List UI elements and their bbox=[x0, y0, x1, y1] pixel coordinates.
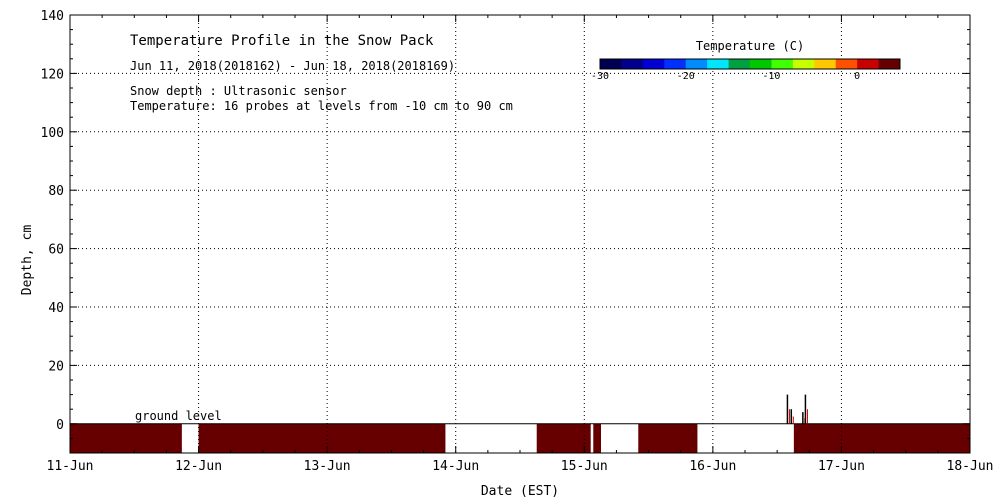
colorbar-swatch bbox=[771, 59, 794, 69]
colorbar-swatch bbox=[642, 59, 665, 69]
colorbar-swatch bbox=[878, 59, 901, 69]
colorbar-swatch bbox=[685, 59, 708, 69]
colorbar-tick-label: 0 bbox=[854, 71, 860, 82]
x-axis-label: Date (EST) bbox=[481, 484, 559, 499]
soil-band-5 bbox=[793, 423, 970, 453]
colorbar-swatch bbox=[814, 59, 837, 69]
soil-band-1 bbox=[198, 423, 446, 453]
y-tick-label: 60 bbox=[48, 243, 64, 258]
y-tick-label: 140 bbox=[41, 9, 64, 24]
x-tick-label: 14-Jun bbox=[432, 459, 479, 474]
y-tick-label: 100 bbox=[41, 126, 64, 141]
note-snow-depth: Snow depth : Ultrasonic sensor bbox=[130, 84, 347, 98]
colorbar-swatch bbox=[707, 59, 730, 69]
colorbar-tick-label: -30 bbox=[591, 71, 609, 82]
colorbar-swatch bbox=[600, 59, 622, 69]
soil-band-0 bbox=[70, 423, 182, 453]
x-tick-label: 13-Jun bbox=[304, 459, 351, 474]
soil-band-4 bbox=[638, 423, 698, 453]
colorbar-swatch bbox=[792, 59, 815, 69]
soil-band-3 bbox=[593, 423, 601, 453]
x-tick-label: 18-Jun bbox=[947, 459, 994, 474]
y-tick-label: 40 bbox=[48, 301, 64, 316]
chart-title: Temperature Profile in the Snow Pack bbox=[130, 33, 434, 49]
chart-subtitle: Jun 11, 2018(2018162) - Jun 18, 2018(201… bbox=[130, 59, 455, 73]
y-tick-label: 120 bbox=[41, 67, 64, 82]
soil-band-2 bbox=[536, 423, 591, 453]
colorbar-frame bbox=[599, 58, 901, 70]
colorbar-title: Temperature (C) bbox=[696, 39, 804, 53]
x-tick-label: 11-Jun bbox=[47, 459, 94, 474]
y-tick-label: 80 bbox=[48, 184, 64, 199]
y-axis-label: Depth, cm bbox=[20, 225, 35, 296]
x-tick-label: 12-Jun bbox=[175, 459, 222, 474]
colorbar-swatch bbox=[857, 59, 880, 69]
x-tick-label: 17-Jun bbox=[818, 459, 865, 474]
note-temperature-probes: Temperature: 16 probes at levels from -1… bbox=[130, 99, 513, 113]
colorbar-tick-label: -20 bbox=[677, 71, 695, 82]
x-tick-label: 16-Jun bbox=[689, 459, 736, 474]
ground-level-label: ground level bbox=[135, 409, 222, 423]
x-tick-label: 15-Jun bbox=[561, 459, 608, 474]
colorbar-swatch bbox=[750, 59, 772, 69]
colorbar-swatch bbox=[621, 59, 644, 69]
y-tick-label: 0 bbox=[56, 418, 64, 433]
colorbar-swatch bbox=[664, 59, 687, 69]
plot-frame bbox=[69, 14, 971, 454]
colorbar-swatch bbox=[728, 59, 751, 69]
colorbar-tick-label: -10 bbox=[762, 71, 780, 82]
colorbar-swatch bbox=[835, 59, 858, 69]
y-tick-label: 20 bbox=[48, 359, 64, 374]
